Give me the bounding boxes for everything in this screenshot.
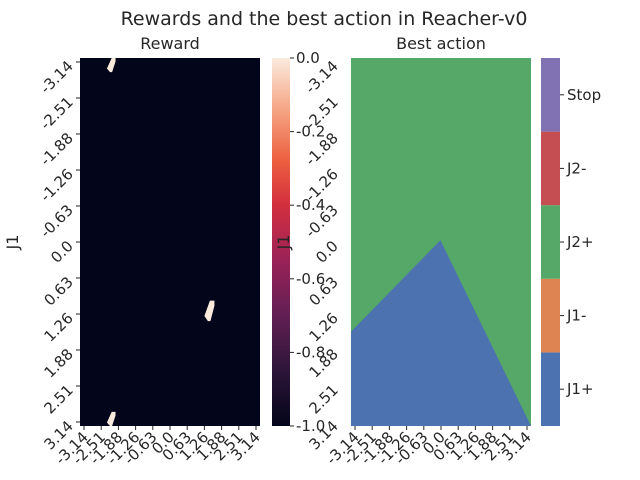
reward-colorbar: 0.0 -0.2 -0.4 -0.6 -0.8 -1.0 -3.14-2.51-1.88-… xyxy=(272,49,342,453)
reward-y-tick-label: 1.26 xyxy=(40,309,76,345)
action-title: Best action xyxy=(396,34,486,53)
reward-y-tick-label: -3.14 xyxy=(37,57,77,97)
reward-patches xyxy=(106,58,215,426)
colorbar-tick-label: -0.8 xyxy=(296,343,325,361)
reward-patch xyxy=(106,411,116,426)
action-colorbar-segment xyxy=(541,58,560,132)
reward-colorbar-ticks: 0.0 -0.2 -0.4 -0.6 -0.8 -1.0 xyxy=(290,49,325,435)
action-colorbar: J1+ J1- J2+ J2- Stop xyxy=(541,58,601,426)
colorbar-tick-label: 0.0 xyxy=(296,49,320,67)
reward-ylabel: J1 xyxy=(3,235,22,251)
reward-y-tick-label: -0.63 xyxy=(37,201,77,241)
reward-heatmap-background xyxy=(80,58,260,426)
action-colorbar-segment xyxy=(541,352,560,426)
reward-y-tick-label: 1.88 xyxy=(40,345,76,381)
colorbar-overlapping-ylabel: J1 xyxy=(274,235,293,251)
action-colorbar-segment xyxy=(541,278,560,353)
action-x-ticks: -3.14-2.51-1.88-1.26-0.630.00.631.261.88… xyxy=(323,426,535,468)
colorbar-overlapping-tick-labels: -3.14-2.51-1.88-1.26-0.630.00.631.261.88… xyxy=(302,57,342,453)
reward-y-tick-label: 2.51 xyxy=(40,381,76,417)
colorbar-tick-label: -0.4 xyxy=(296,196,325,214)
action-colorbar-segment xyxy=(541,205,560,279)
reward-x-ticks: -3.14-2.51-1.88-1.26-0.630.00.631.261.88… xyxy=(52,426,264,468)
reward-y-tick-label: -1.88 xyxy=(37,129,77,169)
action-j1plus-region xyxy=(351,240,531,426)
action-colorbar-label: J1+ xyxy=(566,380,594,398)
action-panel: Best action -3.14-2.51-1.88-1.26-0.630.0… xyxy=(323,34,535,468)
action-colorbar-label: J1- xyxy=(566,307,586,325)
action-colorbar-label: J2- xyxy=(566,159,586,177)
action-colorbar-label: Stop xyxy=(567,86,601,104)
action-colorbar-label: J2+ xyxy=(566,233,594,251)
colorbar-tick-label: -0.2 xyxy=(296,123,325,141)
reward-y-tick-label: 0.0 xyxy=(47,237,77,267)
reward-title: Reward xyxy=(140,34,200,53)
colorbar-tick-label: -0.6 xyxy=(296,270,325,288)
reward-patch xyxy=(204,300,215,322)
colorbar-overlap-tick-label: 1.26 xyxy=(305,309,341,345)
reward-patch xyxy=(106,58,116,73)
action-colorbar-segment xyxy=(541,131,560,206)
reward-y-ticks: -3.14-2.51-1.88-1.26-0.630.0 0.631.261.88… xyxy=(37,57,80,453)
reward-colorbar-gradient xyxy=(272,58,290,426)
reward-y-tick-label: -1.26 xyxy=(37,165,77,205)
reward-y-tick-label: -2.51 xyxy=(37,93,77,133)
reward-y-tick-label: 0.63 xyxy=(40,273,76,309)
figure-title: Rewards and the best action in Reacher-v… xyxy=(121,8,528,30)
colorbar-tick-label: -1.0 xyxy=(296,417,325,435)
reward-panel: Reward J1 -3.14-2.51-1.88-1.26-0.630.0 0.… xyxy=(3,34,264,468)
colorbar-overlap-tick-label: 0.0 xyxy=(312,237,342,267)
colorbar-overlap-tick-label: 2.51 xyxy=(305,381,341,417)
